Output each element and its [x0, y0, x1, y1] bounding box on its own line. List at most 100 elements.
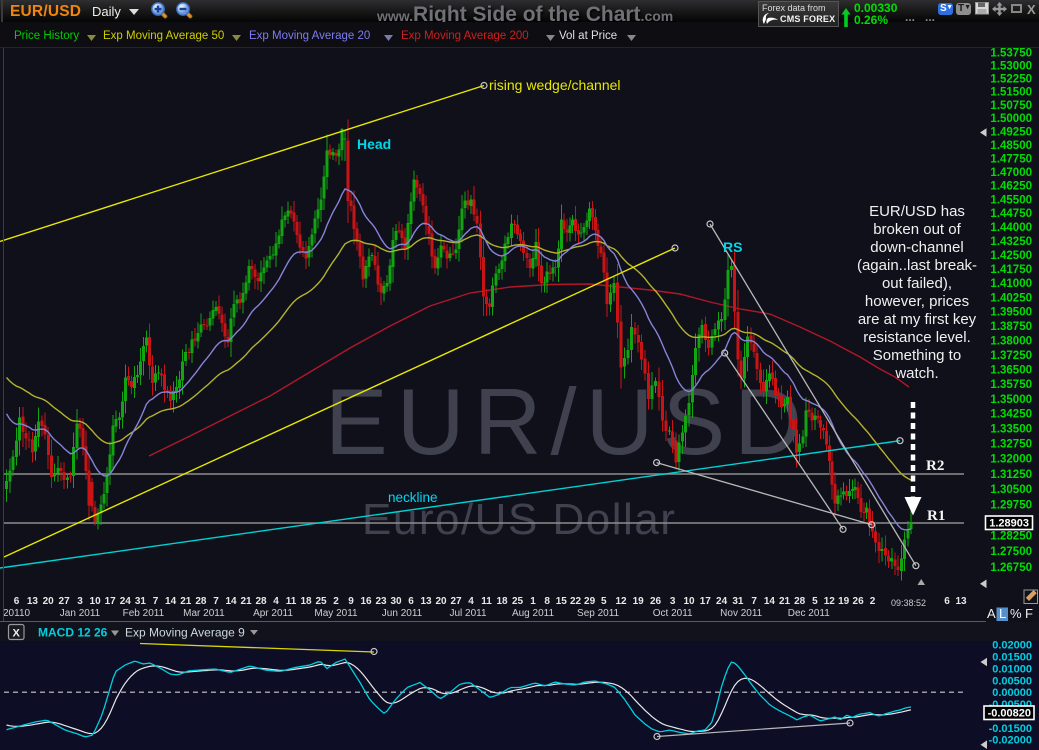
svg-text:5: 5	[812, 596, 818, 607]
svg-text:1.46250: 1.46250	[990, 181, 1032, 193]
svg-text:2: 2	[870, 596, 876, 607]
svg-text:21: 21	[779, 596, 791, 607]
svg-text:1.36500: 1.36500	[990, 364, 1032, 376]
svg-text:1.48500: 1.48500	[990, 140, 1032, 152]
svg-text:1.27500: 1.27500	[990, 546, 1032, 558]
svg-text:F: F	[1025, 606, 1033, 621]
svg-text:0.01500: 0.01500	[992, 652, 1032, 664]
svg-text:1.43250: 1.43250	[990, 236, 1032, 248]
svg-text:1.35000: 1.35000	[990, 394, 1032, 406]
svg-text:1: 1	[530, 596, 536, 607]
svg-text:0.01000: 0.01000	[992, 664, 1032, 676]
svg-text:MACD 12 26: MACD 12 26	[38, 626, 108, 640]
svg-text:20: 20	[435, 596, 447, 607]
svg-text:11: 11	[286, 596, 297, 607]
svg-text:21: 21	[240, 596, 252, 607]
svg-text:20: 20	[43, 596, 55, 607]
svg-text:1.47750: 1.47750	[990, 154, 1032, 166]
svg-text:7: 7	[213, 596, 219, 607]
svg-text:Exp Moving Average 9: Exp Moving Average 9	[125, 626, 245, 640]
svg-text:5: 5	[601, 596, 607, 607]
svg-text:26: 26	[650, 596, 662, 607]
svg-text:1.50000: 1.50000	[990, 113, 1032, 125]
svg-text:9: 9	[348, 596, 354, 607]
svg-text:1.32750: 1.32750	[990, 439, 1032, 451]
svg-text:1.47000: 1.47000	[990, 167, 1032, 179]
svg-text:14: 14	[764, 596, 776, 607]
svg-text:23: 23	[375, 596, 387, 607]
svg-text:0.00000: 0.00000	[992, 687, 1032, 699]
svg-text:Jul 2011: Jul 2011	[449, 608, 487, 619]
svg-text:8: 8	[544, 596, 550, 607]
svg-text:EUR/USD: EUR/USD	[325, 369, 811, 474]
svg-text:20110: 20110	[3, 608, 31, 619]
svg-text:6: 6	[14, 596, 20, 607]
svg-text:down-channel: down-channel	[870, 239, 963, 256]
svg-text:4: 4	[273, 596, 279, 607]
svg-text:1.44750: 1.44750	[990, 208, 1032, 220]
svg-text:1.30500: 1.30500	[990, 484, 1032, 496]
svg-text:30: 30	[390, 596, 402, 607]
svg-text:1.52250: 1.52250	[990, 74, 1032, 86]
svg-text:26: 26	[853, 596, 865, 607]
svg-text:12: 12	[824, 596, 836, 607]
svg-text:15: 15	[556, 596, 568, 607]
svg-text:12: 12	[615, 596, 627, 607]
svg-text:27: 27	[59, 596, 71, 607]
svg-text:RS: RS	[723, 239, 742, 255]
svg-text:R1: R1	[927, 508, 945, 524]
svg-text:28: 28	[195, 596, 207, 607]
svg-text:out failed),: out failed),	[882, 275, 952, 292]
svg-text:18: 18	[300, 596, 312, 607]
svg-text:16: 16	[360, 596, 372, 607]
svg-text:1.33500: 1.33500	[990, 424, 1032, 436]
svg-text:29: 29	[584, 596, 596, 607]
svg-text:Euro/US Dollar: Euro/US Dollar	[362, 495, 676, 544]
svg-text:Head: Head	[357, 136, 391, 152]
svg-text:1.53750: 1.53750	[990, 48, 1032, 60]
svg-text:28: 28	[255, 596, 267, 607]
svg-text:Something to: Something to	[873, 347, 961, 364]
svg-text:%: %	[1010, 606, 1022, 621]
svg-text:0.02000: 0.02000	[992, 640, 1032, 652]
svg-text:14: 14	[225, 596, 237, 607]
svg-text:1.38000: 1.38000	[990, 335, 1032, 347]
svg-text:17: 17	[700, 596, 712, 607]
svg-text:09:38:52: 09:38:52	[891, 598, 926, 608]
svg-text:A: A	[987, 606, 996, 621]
svg-text:rising wedge/channel: rising wedge/channel	[489, 77, 621, 93]
svg-text:Mar 2011: Mar 2011	[183, 608, 225, 619]
svg-text:Feb 2011: Feb 2011	[123, 608, 165, 619]
svg-text:11: 11	[481, 596, 492, 607]
svg-text:21: 21	[180, 596, 192, 607]
svg-text:L: L	[999, 606, 1006, 621]
svg-text:1.41000: 1.41000	[990, 278, 1032, 290]
svg-text:R2: R2	[926, 458, 944, 474]
svg-text:31: 31	[732, 596, 744, 607]
svg-text:1.38750: 1.38750	[990, 321, 1032, 333]
svg-text:19: 19	[633, 596, 645, 607]
svg-text:Dec 2011: Dec 2011	[788, 608, 831, 619]
svg-text:X: X	[13, 628, 21, 640]
svg-text:2: 2	[333, 596, 339, 607]
svg-text:1.29750: 1.29750	[990, 500, 1032, 512]
svg-text:1.35750: 1.35750	[990, 379, 1032, 391]
svg-text:3: 3	[670, 596, 676, 607]
svg-text:-0.02000: -0.02000	[989, 735, 1032, 747]
svg-text:Nov 2011: Nov 2011	[720, 608, 763, 619]
svg-text:1.34250: 1.34250	[990, 409, 1032, 421]
svg-text:17: 17	[105, 596, 117, 607]
svg-text:1.51500: 1.51500	[990, 87, 1032, 99]
svg-text:Oct 2011: Oct 2011	[653, 608, 693, 619]
svg-text:Jun 2011: Jun 2011	[382, 608, 423, 619]
svg-text:25: 25	[315, 596, 327, 607]
svg-text:10: 10	[683, 596, 695, 607]
svg-text:24: 24	[120, 596, 132, 607]
svg-text:22: 22	[570, 596, 582, 607]
svg-text:-0.01500: -0.01500	[989, 723, 1032, 735]
svg-text:10: 10	[90, 596, 102, 607]
svg-text:1.37250: 1.37250	[990, 350, 1032, 362]
svg-text:24: 24	[716, 596, 728, 607]
svg-text:Jan 2011: Jan 2011	[60, 608, 101, 619]
svg-text:however, prices: however, prices	[865, 293, 969, 310]
